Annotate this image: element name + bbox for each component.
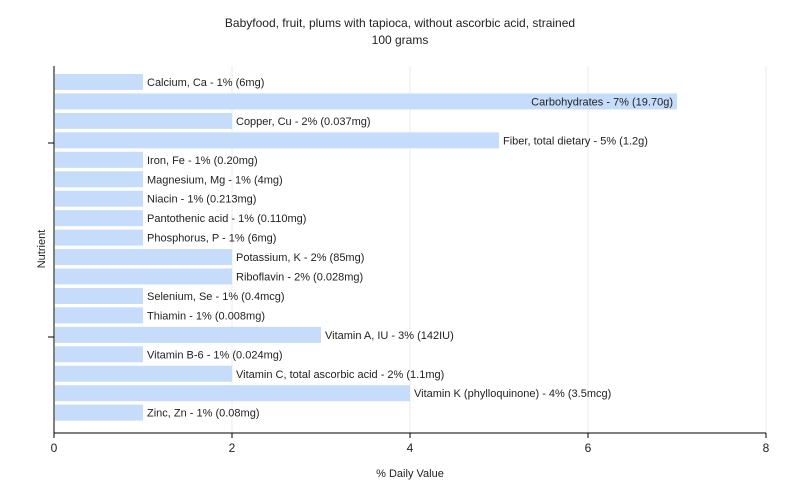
bar-label-group: Calcium, Ca - 1% (6mg) Carbohydrates - 7%… bbox=[147, 77, 673, 420]
bar-label: Niacin - 1% (0.213mg) bbox=[147, 194, 256, 206]
bar bbox=[55, 171, 143, 188]
bar bbox=[55, 268, 232, 285]
bar-label: Vitamin K (phylloquinone) - 4% (3.5mcg) bbox=[414, 388, 611, 400]
bar-label: Potassium, K - 2% (85mg) bbox=[236, 252, 364, 264]
chart-title: Babyfood, fruit, plums with tapioca, wit… bbox=[225, 16, 575, 30]
bar bbox=[55, 346, 143, 363]
bar bbox=[55, 287, 143, 304]
bar bbox=[55, 132, 499, 149]
bar-label: Magnesium, Mg - 1% (4mg) bbox=[147, 174, 283, 186]
y-axis-label: Nutrient bbox=[36, 230, 48, 269]
bar-label: Riboflavin - 2% (0.028mg) bbox=[236, 272, 363, 284]
bar-label: Thiamin - 1% (0.008mg) bbox=[147, 310, 265, 322]
bar-group bbox=[55, 74, 677, 421]
bar-label: Selenium, Se - 1% (0.4mcg) bbox=[147, 291, 285, 303]
chart-subtitle: 100 grams bbox=[372, 33, 429, 47]
bar bbox=[55, 210, 143, 227]
bar-label: Copper, Cu - 2% (0.037mg) bbox=[236, 116, 371, 128]
bar-label: Vitamin C, total ascorbic acid - 2% (1.1… bbox=[236, 369, 444, 381]
bar bbox=[55, 404, 143, 421]
bar bbox=[55, 249, 232, 266]
x-axis-ticks: 0 2 4 6 8 bbox=[51, 433, 770, 455]
bar bbox=[55, 112, 232, 129]
bar-label: Carbohydrates - 7% (19.70g) bbox=[531, 96, 673, 108]
bar bbox=[55, 307, 143, 324]
y-axis-ticks bbox=[48, 142, 54, 338]
bar bbox=[55, 151, 143, 168]
bar bbox=[55, 74, 143, 90]
bar bbox=[55, 190, 143, 207]
bar bbox=[55, 365, 232, 382]
x-axis-label: % Daily Value bbox=[376, 468, 444, 480]
bar-label: Vitamin A, IU - 3% (142IU) bbox=[325, 330, 454, 342]
bar-label: Pantothenic acid - 1% (0.110mg) bbox=[147, 213, 306, 225]
bar bbox=[55, 385, 410, 402]
bar-label: Calcium, Ca - 1% (6mg) bbox=[147, 77, 264, 89]
x-tick-label: 8 bbox=[763, 441, 770, 455]
bar-label: Fiber, total dietary - 5% (1.2g) bbox=[503, 135, 648, 147]
x-tick-label: 2 bbox=[229, 441, 236, 455]
bar-label: Vitamin B-6 - 1% (0.024mg) bbox=[147, 349, 283, 361]
x-tick-label: 4 bbox=[407, 441, 414, 455]
bar-label: Zinc, Zn - 1% (0.08mg) bbox=[147, 408, 259, 420]
bar bbox=[55, 326, 321, 343]
bar bbox=[55, 229, 143, 246]
bar bbox=[55, 93, 677, 110]
x-tick-label: 0 bbox=[51, 441, 58, 455]
bar-label: Iron, Fe - 1% (0.20mg) bbox=[147, 155, 258, 167]
x-tick-label: 6 bbox=[585, 441, 592, 455]
bar-label: Phosphorus, P - 1% (6mg) bbox=[147, 233, 276, 245]
